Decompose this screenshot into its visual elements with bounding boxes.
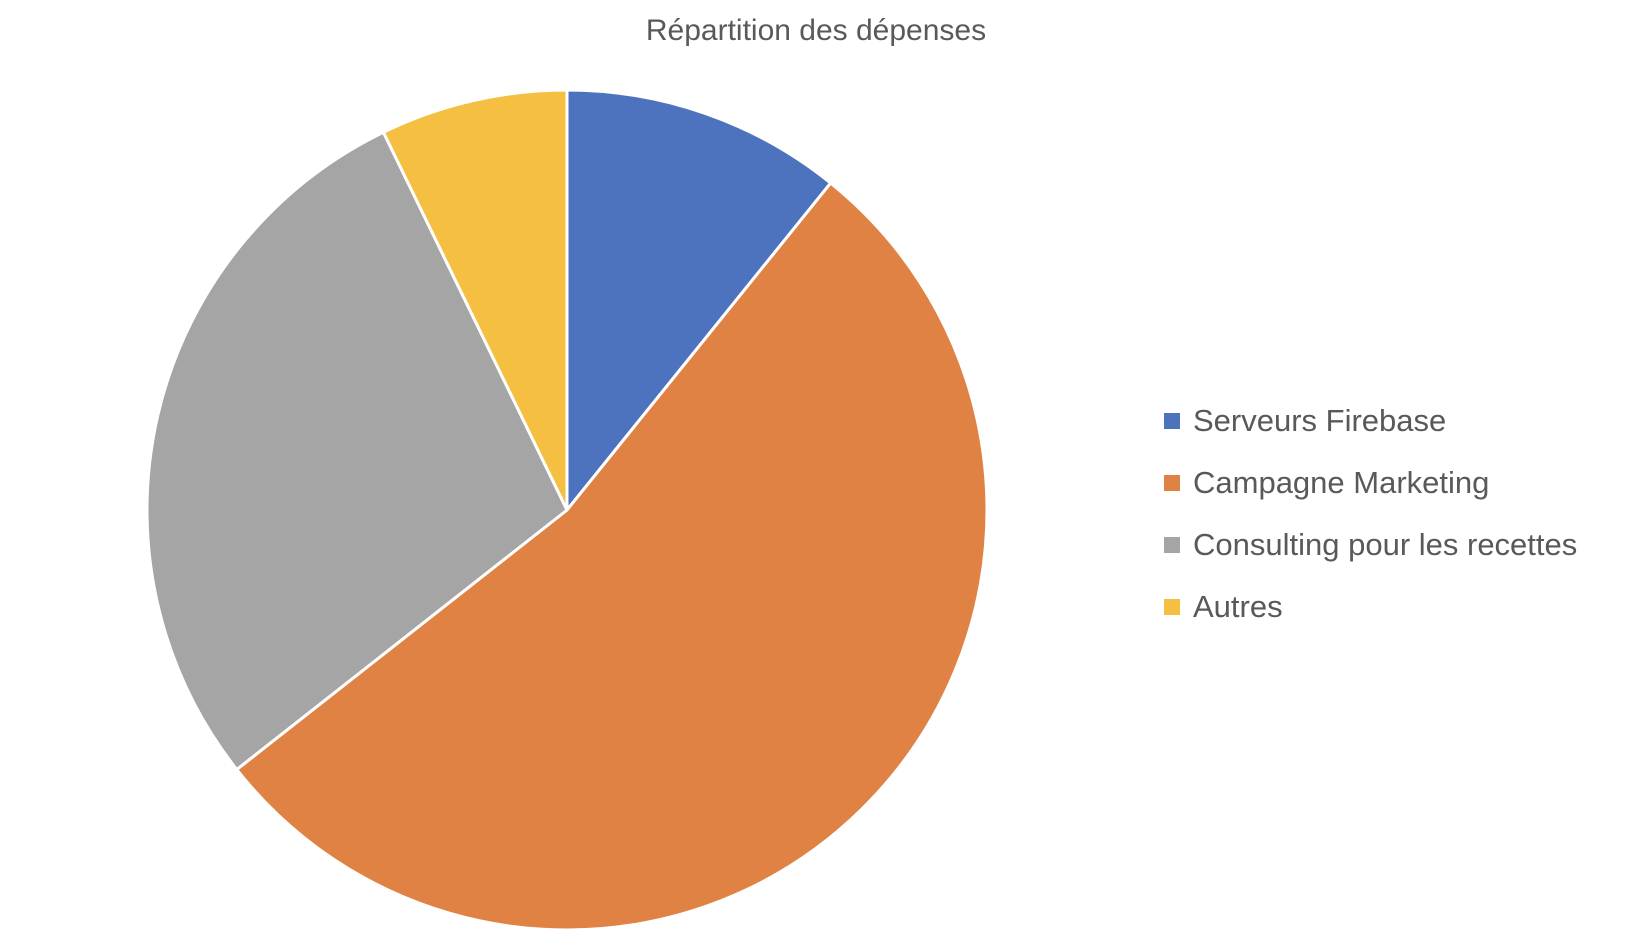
chart-title: Répartition des dépenses (645, 14, 987, 47)
pie-slice-autres (381, 88, 569, 512)
legend-item-serveurs-firebase: Serveurs Firebase (1164, 390, 1577, 452)
legend-swatch (1164, 475, 1180, 491)
legend-item-campagne-marketing: Campagne Marketing (1164, 452, 1577, 514)
legend-label: Campagne Marketing (1193, 465, 1490, 500)
pie-slice-campagne-marketing (235, 181, 989, 932)
legend-label: Autres (1193, 589, 1283, 624)
legend: Serveurs Firebase Campagne Marketing Consu… (1164, 390, 1577, 638)
legend-label: Consulting pour les recettes (1193, 527, 1578, 562)
legend-swatch (1164, 537, 1180, 553)
pie-slice-consulting-pour-les-recettes (145, 130, 569, 772)
legend-item-autres: Autres (1164, 576, 1577, 638)
pie-slice-serveurs-firebase (565, 88, 833, 512)
legend-swatch (1164, 599, 1180, 615)
pie-slices (145, 88, 989, 932)
legend-label: Serveurs Firebase (1193, 403, 1447, 438)
legend-item-consulting-pour-les-recettes: Consulting pour les recettes (1164, 514, 1577, 576)
legend-swatch (1164, 413, 1180, 429)
